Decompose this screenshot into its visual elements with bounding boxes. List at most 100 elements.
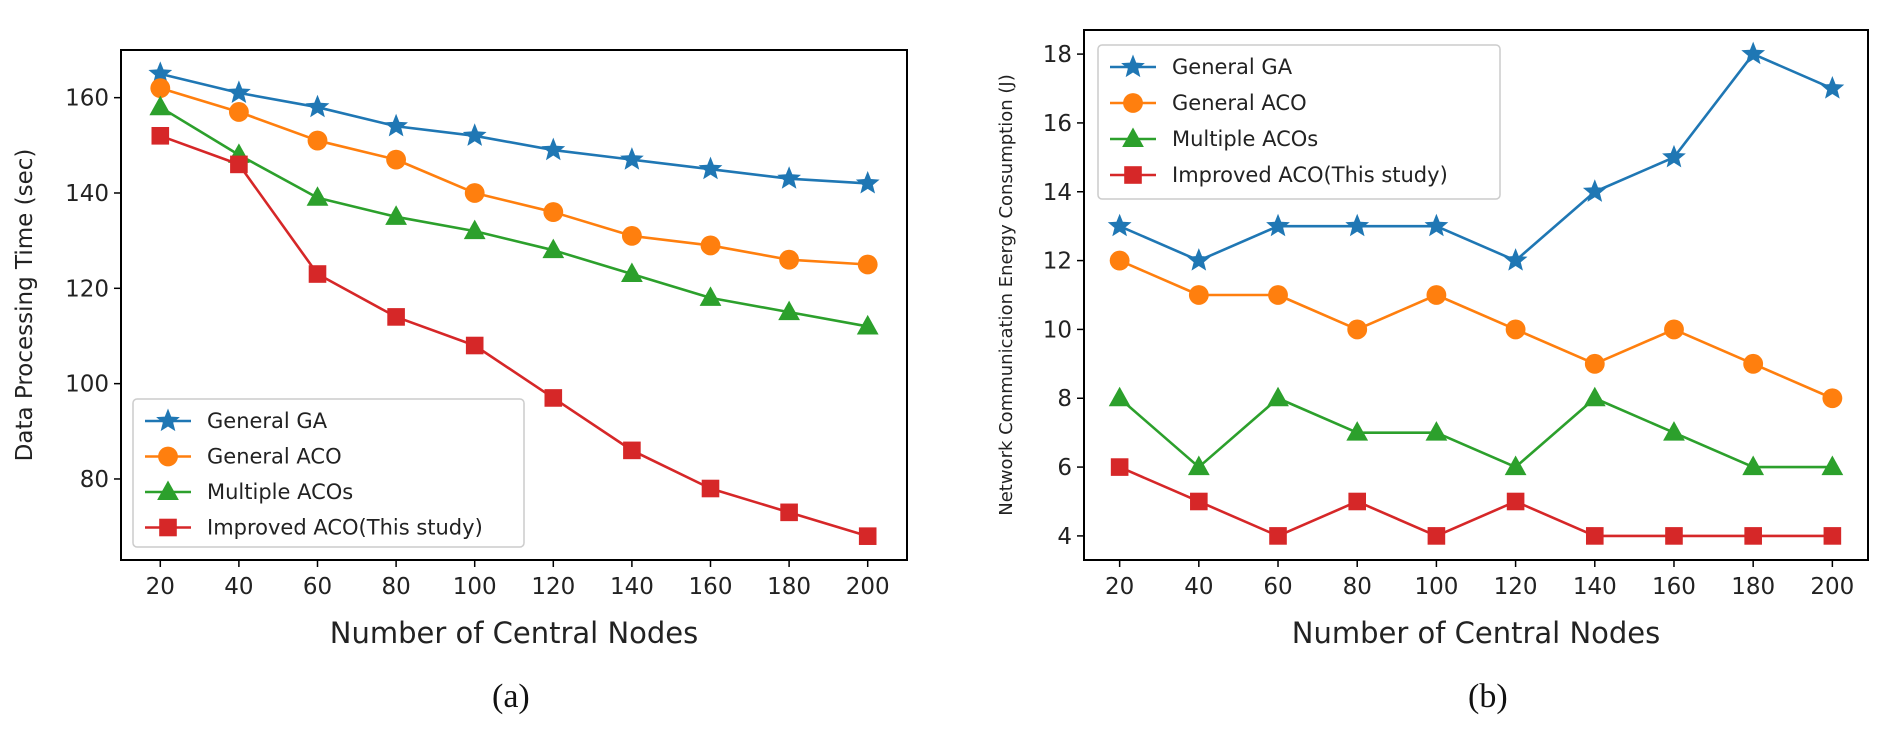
legend-entry-label: General ACO (207, 445, 342, 469)
chart-panel-b: 20 40 60 80 100 120 140 160 180 200 4 6 8 10 12 14 16 18 N… (996, 29, 1869, 650)
data-point (386, 149, 407, 170)
x-tick-label: 20 (1105, 574, 1134, 600)
data-point (1505, 319, 1526, 340)
legend-marker (1124, 166, 1142, 184)
series-general-ga (1107, 41, 1845, 271)
data-point (857, 254, 878, 275)
legend-frame (132, 398, 525, 548)
data-point (1348, 492, 1367, 511)
data-point (1186, 248, 1211, 271)
data-point (543, 202, 564, 222)
x-tick-label: 40 (1184, 574, 1213, 600)
series-multiple-acos (149, 95, 879, 335)
data-point (148, 61, 173, 84)
y-tick-label: 10 (1043, 317, 1072, 343)
data-point (1427, 527, 1446, 545)
data-point (780, 503, 798, 522)
data-point (1665, 527, 1683, 545)
data-point (856, 314, 879, 335)
data-point (1504, 455, 1527, 476)
data-point (1583, 386, 1606, 407)
data-point (465, 336, 484, 355)
data-point (700, 235, 721, 256)
data-point (1268, 285, 1288, 305)
x-tick-label: 180 (1731, 574, 1775, 600)
legend-entry-label: General GA (1172, 55, 1293, 79)
data-point (621, 262, 643, 283)
data-point (1741, 41, 1766, 65)
x-axis-label: Number of Central Nodes (330, 616, 699, 650)
data-point (1664, 319, 1684, 340)
data-point (151, 126, 170, 145)
y-axis-label: Network Communication Energy Consumption… (996, 74, 1017, 516)
x-tick-label: 120 (1494, 574, 1538, 600)
series-general-aco (1109, 250, 1843, 409)
legend-entry-label: Multiple ACOs (1172, 127, 1318, 151)
y-tick-label: 100 (65, 372, 109, 398)
data-point (1190, 492, 1208, 511)
plot-frame (120, 49, 908, 561)
x-tick-label: 140 (610, 574, 654, 600)
legend-entry-label: Improved ACO(This study) (1172, 163, 1448, 187)
data-point (1821, 455, 1844, 476)
x-tick-label: 60 (1263, 574, 1292, 600)
y-tick-label: 6 (1057, 455, 1072, 481)
series-improved-aco-this-study (1110, 458, 1842, 545)
data-point (150, 78, 171, 99)
legend-entry-label: General ACO (1172, 91, 1307, 115)
x-tick-label: 200 (1810, 574, 1854, 600)
data-point (701, 479, 720, 498)
data-point (305, 94, 330, 118)
legend-entry-label: Improved ACO(This study) (207, 516, 483, 540)
data-point (698, 156, 723, 180)
legend: General GA General ACO Multiple ACOs Improv… (1097, 44, 1501, 200)
data-point (1346, 421, 1369, 441)
y-tick-label: 120 (65, 276, 109, 302)
data-point (1425, 421, 1448, 441)
legend-frame (1097, 44, 1501, 200)
data-point (1744, 527, 1762, 545)
data-point (1110, 458, 1129, 476)
data-point (1743, 353, 1764, 374)
data-point (1109, 250, 1130, 271)
y-tick-label: 18 (1043, 42, 1072, 68)
data-point (858, 527, 877, 545)
data-point (227, 80, 251, 103)
series-line (159, 106, 868, 328)
data-point (463, 219, 486, 240)
data-point (1424, 213, 1449, 237)
data-point (1267, 386, 1289, 407)
data-point (1108, 386, 1131, 407)
data-point (1584, 353, 1605, 374)
series-line (1119, 52, 1833, 262)
legend-entry-label: General GA (207, 409, 328, 433)
data-point (1582, 179, 1607, 202)
y-tick-label: 4 (1057, 524, 1072, 550)
series-line (159, 86, 868, 266)
data-point (1347, 319, 1368, 340)
caption-a: (a) (492, 678, 530, 715)
data-point (544, 389, 563, 407)
series-multiple-acos (1108, 386, 1844, 476)
x-tick-label: 160 (689, 574, 733, 600)
data-point (1187, 455, 1210, 476)
legend-marker (1122, 127, 1144, 147)
y-tick-label: 12 (1043, 249, 1072, 275)
data-point (462, 123, 487, 146)
data-point (230, 155, 248, 174)
y-axis-label: Data Processing Time (sec) (12, 149, 38, 462)
data-point (623, 441, 641, 460)
data-point (1266, 213, 1290, 237)
legend-marker (158, 446, 178, 467)
series-line (1119, 465, 1833, 538)
data-point (384, 113, 408, 137)
data-point (149, 95, 172, 116)
data-point (1107, 213, 1132, 237)
series-line (159, 72, 868, 185)
data-point (1506, 492, 1525, 511)
x-tick-label: 40 (224, 574, 253, 600)
x-tick-label: 60 (303, 574, 332, 600)
data-point (308, 265, 327, 283)
series-line (1119, 259, 1833, 400)
